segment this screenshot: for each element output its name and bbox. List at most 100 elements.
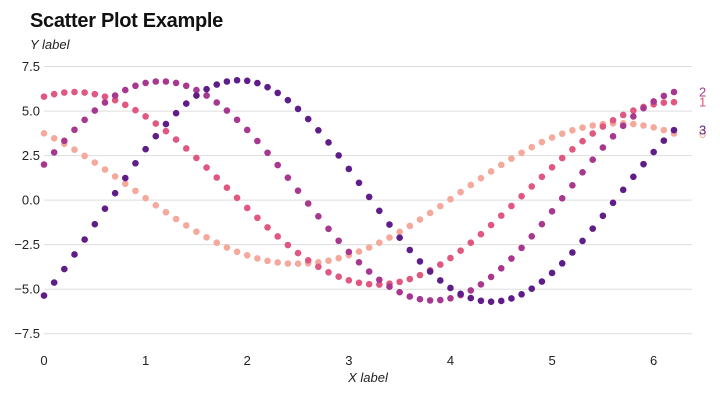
data-point <box>548 269 556 277</box>
data-point <box>254 79 261 87</box>
data-point <box>315 263 322 271</box>
data-point <box>650 124 657 131</box>
data-point <box>142 145 149 153</box>
data-point <box>670 98 678 106</box>
data-point <box>345 276 353 284</box>
data-point <box>233 248 241 256</box>
chart-title: Scatter Plot Example <box>30 10 223 32</box>
data-point <box>670 88 678 96</box>
x-tick-label: 2 <box>244 353 251 368</box>
data-point <box>121 180 129 188</box>
data-point <box>193 228 200 235</box>
data-point <box>274 89 282 97</box>
data-point <box>50 90 58 98</box>
series-labels: 0 12 3 <box>699 85 706 142</box>
data-point <box>71 146 78 154</box>
data-point <box>518 192 525 200</box>
data-point <box>40 161 48 168</box>
data-point <box>335 273 342 281</box>
data-point <box>294 249 302 257</box>
data-point <box>609 199 617 207</box>
data-point <box>203 234 210 241</box>
data-point <box>213 99 221 106</box>
data-point <box>172 215 180 223</box>
data-point <box>579 237 586 245</box>
data-point <box>193 86 200 94</box>
data-point <box>243 126 251 134</box>
data-point <box>518 149 525 157</box>
data-point <box>264 224 271 231</box>
data-point <box>111 189 119 197</box>
data-point <box>508 155 515 162</box>
data-point <box>548 134 556 141</box>
data-point <box>274 233 282 240</box>
data-point <box>91 159 99 166</box>
data-point <box>528 143 536 151</box>
data-point <box>365 268 373 275</box>
x-tick-label: 0 <box>40 353 47 368</box>
data-point <box>294 105 302 113</box>
series-label: 1 <box>699 95 706 110</box>
data-point <box>386 221 393 228</box>
data-point <box>396 278 403 286</box>
data-point <box>497 212 505 219</box>
data-point <box>121 174 129 182</box>
series-3 <box>40 76 678 305</box>
data-point <box>355 248 363 255</box>
data-point <box>213 81 221 88</box>
data-point <box>416 216 424 223</box>
data-point <box>569 249 576 256</box>
data-point <box>467 239 475 246</box>
data-point <box>132 159 139 167</box>
data-point <box>335 237 342 245</box>
y-tick-label: −7.5 <box>14 326 40 341</box>
data-point <box>40 93 48 100</box>
data-point <box>589 225 597 232</box>
data-point <box>50 279 58 286</box>
data-point <box>589 156 597 163</box>
data-point <box>477 174 485 182</box>
data-point <box>436 277 444 284</box>
data-point <box>660 137 668 144</box>
data-point <box>193 92 200 99</box>
data-point <box>508 255 515 262</box>
data-point <box>182 82 190 90</box>
data-point <box>670 126 678 134</box>
data-point <box>142 79 149 87</box>
data-point <box>152 201 160 209</box>
data-point <box>325 225 332 233</box>
data-point <box>91 107 99 114</box>
data-point <box>213 239 221 246</box>
data-point <box>589 130 597 137</box>
data-point <box>50 135 58 142</box>
data-point <box>365 244 373 251</box>
data-point <box>650 98 657 105</box>
data-point <box>345 248 353 256</box>
data-point <box>152 132 160 140</box>
data-point <box>162 78 170 85</box>
data-point <box>335 152 342 159</box>
data-point <box>335 254 342 262</box>
data-point <box>569 182 576 189</box>
data-point <box>40 130 48 137</box>
data-point <box>325 257 332 264</box>
data-point <box>436 261 444 268</box>
data-point <box>284 96 292 104</box>
data-point <box>457 188 464 196</box>
data-point <box>376 276 383 284</box>
data-point <box>142 113 149 120</box>
data-point <box>426 268 434 275</box>
data-point <box>254 255 261 262</box>
y-tick-label: 0.0 <box>22 193 40 208</box>
data-point <box>579 124 586 131</box>
data-point <box>640 122 647 129</box>
y-axis-ticks: 7.5 5.0 2.5 0.0 −2.5 −5.0 −7.5 <box>14 59 40 341</box>
data-point <box>457 247 464 255</box>
data-point <box>182 145 190 152</box>
data-point <box>315 213 322 220</box>
data-point <box>111 96 119 104</box>
data-point <box>203 92 210 99</box>
data-point <box>599 123 607 130</box>
data-point <box>264 257 271 265</box>
